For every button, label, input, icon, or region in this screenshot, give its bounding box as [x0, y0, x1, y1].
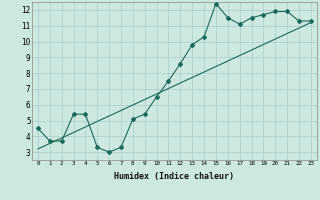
X-axis label: Humidex (Indice chaleur): Humidex (Indice chaleur) — [115, 172, 234, 181]
